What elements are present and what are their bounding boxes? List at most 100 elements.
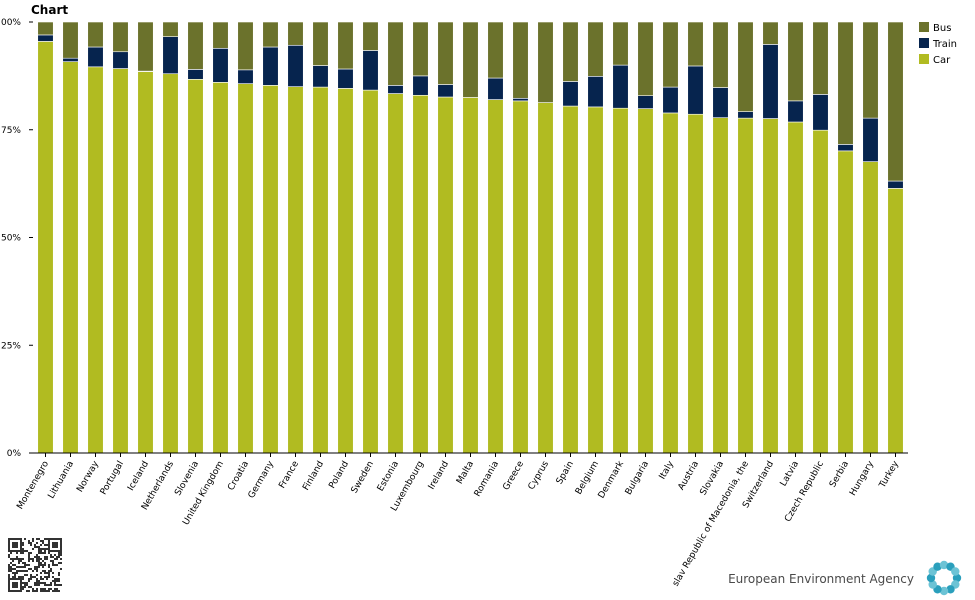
bar-bus-malta	[462, 21, 479, 98]
bar-train-hungary	[862, 117, 879, 162]
bar-train-spain	[562, 81, 579, 107]
x-tick-label: Cyprus	[527, 459, 552, 491]
qr-code-icon	[8, 538, 62, 592]
bar-car-norway	[87, 66, 104, 454]
x-tick-label: Ireland	[427, 460, 451, 492]
y-tick-label: 00%	[1, 18, 21, 28]
legend-label-car: Car	[933, 55, 951, 66]
bar-train-ireland	[437, 84, 454, 98]
bar-train-bulgaria	[637, 95, 654, 109]
bar-car-belgium	[587, 106, 604, 454]
bar-bus-sweden	[362, 21, 379, 51]
bar-train-czech-republic	[812, 94, 829, 131]
bar-bus-denmark	[612, 21, 629, 66]
bar-bus-slav-republic-of-macedonia-the	[737, 21, 754, 112]
bar-bus-lithuania	[62, 21, 79, 59]
bar-bus-greece	[512, 21, 529, 99]
bar-car-poland	[337, 88, 354, 454]
bar-car-slovakia	[712, 117, 729, 454]
bar-train-norway	[87, 46, 104, 68]
bar-train-latvia	[787, 100, 804, 123]
bar-bus-slovakia	[712, 21, 729, 88]
x-tick-label: Finland	[301, 460, 326, 493]
x-tick-label: Romania	[473, 460, 501, 499]
x-tick-label: Portugal	[99, 460, 126, 497]
bar-train-sweden	[362, 50, 379, 91]
bar-car-luxembourg	[412, 94, 429, 454]
bar-car-bulgaria	[637, 108, 654, 454]
bar-car-germany	[262, 85, 279, 454]
bar-train-turkey	[887, 180, 904, 189]
x-tick-label: Serbia	[828, 460, 851, 490]
bar-bus-germany	[262, 21, 279, 48]
bar-bus-latvia	[787, 21, 804, 102]
bar-bus-iceland	[137, 21, 154, 72]
bar-bus-austria	[687, 21, 704, 67]
bar-train-united-kingdom	[212, 47, 229, 83]
bar-car-czech-republic	[812, 129, 829, 454]
bar-bus-switzerland	[762, 21, 779, 45]
bar-train-germany	[262, 46, 279, 86]
x-tick-label: Latvia	[779, 460, 801, 489]
x-tick-label: France	[277, 459, 301, 490]
bar-train-denmark	[612, 64, 629, 109]
x-tick-label: Montenegro	[15, 459, 51, 511]
bar-car-denmark	[612, 107, 629, 454]
bar-bus-luxembourg	[412, 21, 429, 77]
bar-train-romania	[487, 77, 504, 100]
bar-train-lithuania	[62, 57, 79, 62]
bar-bus-finland	[312, 21, 329, 66]
bar-car-france	[287, 86, 304, 454]
bar-bus-serbia	[837, 21, 854, 145]
bar-train-greece	[512, 97, 529, 102]
bar-bus-netherlands	[162, 21, 179, 37]
bar-car-austria	[687, 113, 704, 454]
bar-train-portugal	[112, 51, 129, 69]
bar-car-sweden	[362, 89, 379, 454]
bar-train-croatia	[237, 69, 254, 84]
x-tick-label: Croatia	[226, 460, 251, 493]
bar-bus-united-kingdom	[212, 21, 229, 49]
bar-bus-hungary	[862, 21, 879, 119]
bar-train-france	[287, 44, 304, 87]
x-tick-label: Iceland	[126, 460, 151, 493]
bar-car-malta	[462, 97, 479, 454]
x-tick-label: Sweden	[350, 460, 376, 496]
bar-car-spain	[562, 105, 579, 454]
eea-logo: European Environment Agency	[728, 560, 962, 596]
bar-train-slovenia	[187, 69, 204, 80]
bar-car-estonia	[387, 93, 404, 454]
legend-label-bus: Bus	[933, 23, 951, 34]
x-tick-label: Estonia	[376, 460, 401, 494]
bar-bus-slovenia	[187, 21, 204, 70]
y-tick-label: 25%	[1, 341, 21, 351]
bar-bus-belgium	[587, 21, 604, 77]
bar-bus-portugal	[112, 21, 129, 53]
bar-car-portugal	[112, 68, 129, 454]
legend-swatch-train	[919, 38, 929, 48]
bar-bus-romania	[487, 21, 504, 79]
x-tick-label: Denmark	[597, 459, 627, 501]
y-tick-label: 0%	[7, 449, 22, 459]
bar-train-serbia	[837, 144, 854, 152]
bar-train-montenegro	[37, 34, 54, 42]
bar-car-serbia	[837, 150, 854, 454]
bar-car-netherlands	[162, 73, 179, 454]
bar-bus-czech-republic	[812, 21, 829, 95]
bar-car-croatia	[237, 83, 254, 454]
bar-car-united-kingdom	[212, 82, 229, 454]
bar-car-montenegro	[37, 41, 54, 454]
bar-bus-ireland	[437, 21, 454, 85]
organization-name: European Environment Agency	[728, 572, 914, 586]
bar-bus-norway	[87, 21, 104, 48]
bar-train-poland	[337, 68, 354, 89]
bar-car-hungary	[862, 161, 879, 454]
legend-swatch-car	[919, 54, 929, 64]
bar-car-turkey	[887, 188, 904, 454]
x-tick-label: Germany	[247, 459, 277, 500]
bar-bus-croatia	[237, 21, 254, 71]
bar-train-estonia	[387, 85, 404, 94]
y-axis: 0% 25% 50% 75% 00%	[1, 18, 33, 459]
